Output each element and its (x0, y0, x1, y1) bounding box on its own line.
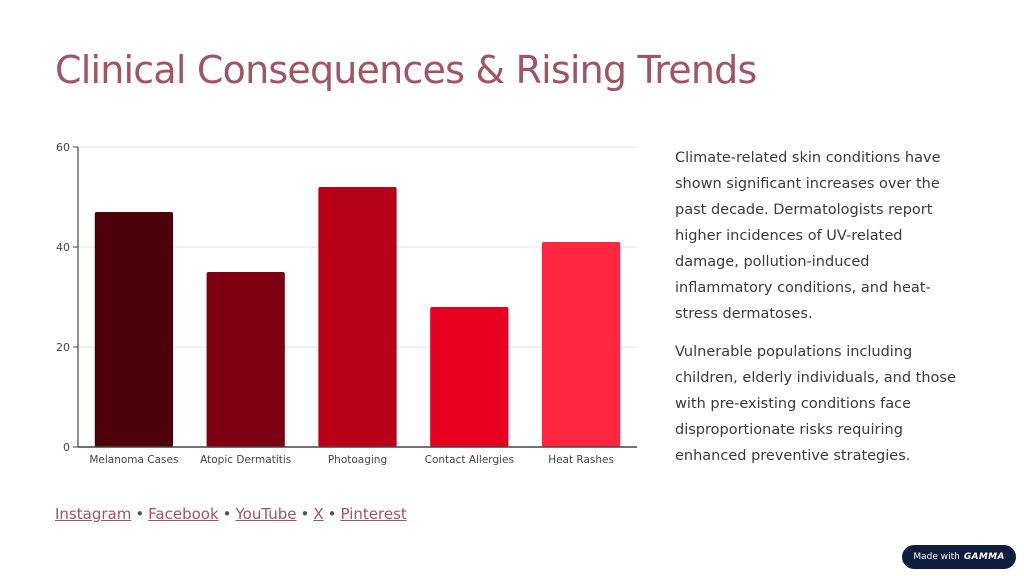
body-text: Climate-related skin conditions have sho… (675, 145, 965, 481)
pinterest-link[interactable]: Pinterest (340, 505, 407, 523)
youtube-link[interactable]: YouTube (235, 505, 297, 523)
separator: • (327, 505, 337, 523)
x-tick-label: Melanoma Cases (89, 454, 178, 466)
made-with-gamma-badge[interactable]: Made with GAMMA (902, 545, 1016, 569)
y-tick-label: 60 (56, 141, 70, 154)
separator: • (222, 505, 232, 523)
x-tick-label: Atopic Dermatitis (200, 454, 291, 466)
paragraph-climate-conditions: Climate-related skin conditions have sho… (675, 150, 941, 322)
facebook-link[interactable]: Facebook (148, 505, 219, 523)
gamma-logo: GAMMA (963, 552, 1005, 562)
bar-chart: 0 20 40 60 Melanoma Cases Atopic Dermatitis Ph… (40, 135, 650, 475)
separator: • (135, 505, 145, 523)
x-tick-label: Contact Allergies (425, 454, 514, 466)
x-link[interactable]: X (313, 505, 324, 523)
paragraph-vulnerable-populations: Vulnerable populations including childre… (675, 344, 956, 464)
instagram-link[interactable]: Instagram (55, 505, 132, 523)
bar-heat-rashes (541, 242, 621, 447)
bar-chart-svg: 0 20 40 60 Melanoma Cases Atopic Dermatitis Ph… (56, 141, 637, 466)
bar-photoaging (318, 187, 397, 447)
badge-prefix: Made with (913, 552, 960, 562)
slide-title: Clinical Consequences & Rising Trends (55, 48, 757, 92)
x-tick-label: Heat Rashes (548, 454, 614, 466)
y-tick-label: 40 (56, 241, 70, 254)
bar-melanoma-cases (94, 212, 174, 447)
y-tick-label: 20 (56, 341, 70, 354)
social-links: Instagram • Facebook • YouTube • X • Pinterest (55, 505, 407, 523)
y-tick-label: 0 (63, 441, 70, 454)
bar-atopic-dermatitis (206, 272, 285, 447)
x-tick-label: Photoaging (328, 454, 387, 466)
separator: • (300, 505, 310, 523)
bar-contact-allergies (430, 307, 509, 447)
